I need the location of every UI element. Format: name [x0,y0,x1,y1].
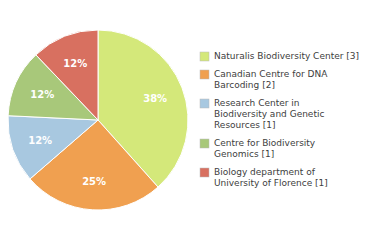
data-label: 12% [28,135,52,146]
legend-label: Naturalis Biodiversity Center [3] [214,51,359,61]
pie: 38% 25% 12% 12% 12% [8,30,188,210]
data-label: 38% [143,93,167,104]
legend-item: Canadian Centre for DNABarcoding [2] [200,69,328,90]
legend-item: Research Center inBiodiversity and Genet… [200,98,324,130]
data-label: 25% [82,176,106,187]
data-label: 12% [30,89,54,100]
legend-swatch [200,168,209,177]
legend-swatch [200,52,209,61]
legend-swatch [200,70,209,79]
legend-label: Biology department ofUniversity of Flore… [214,167,328,188]
legend-label: Canadian Centre for DNABarcoding [2] [214,69,328,90]
legend-label: Research Center inBiodiversity and Genet… [214,98,324,130]
legend-swatch [200,99,209,108]
legend-item: Biology department ofUniversity of Flore… [200,167,328,188]
legend-label: Centre for BiodiversityGenomics [1] [214,138,316,159]
pie-slice [36,30,98,120]
legend-item: Naturalis Biodiversity Center [3] [200,51,359,61]
legend-swatch [200,139,209,148]
data-label: 12% [63,58,87,69]
legend: Naturalis Biodiversity Center [3] Canadia… [200,51,359,188]
pie-slice [8,116,98,179]
legend-item: Centre for BiodiversityGenomics [1] [200,138,316,159]
chart: 38% 25% 12% 12% 12% Naturalis Biodiversity Ce… [0,0,380,240]
